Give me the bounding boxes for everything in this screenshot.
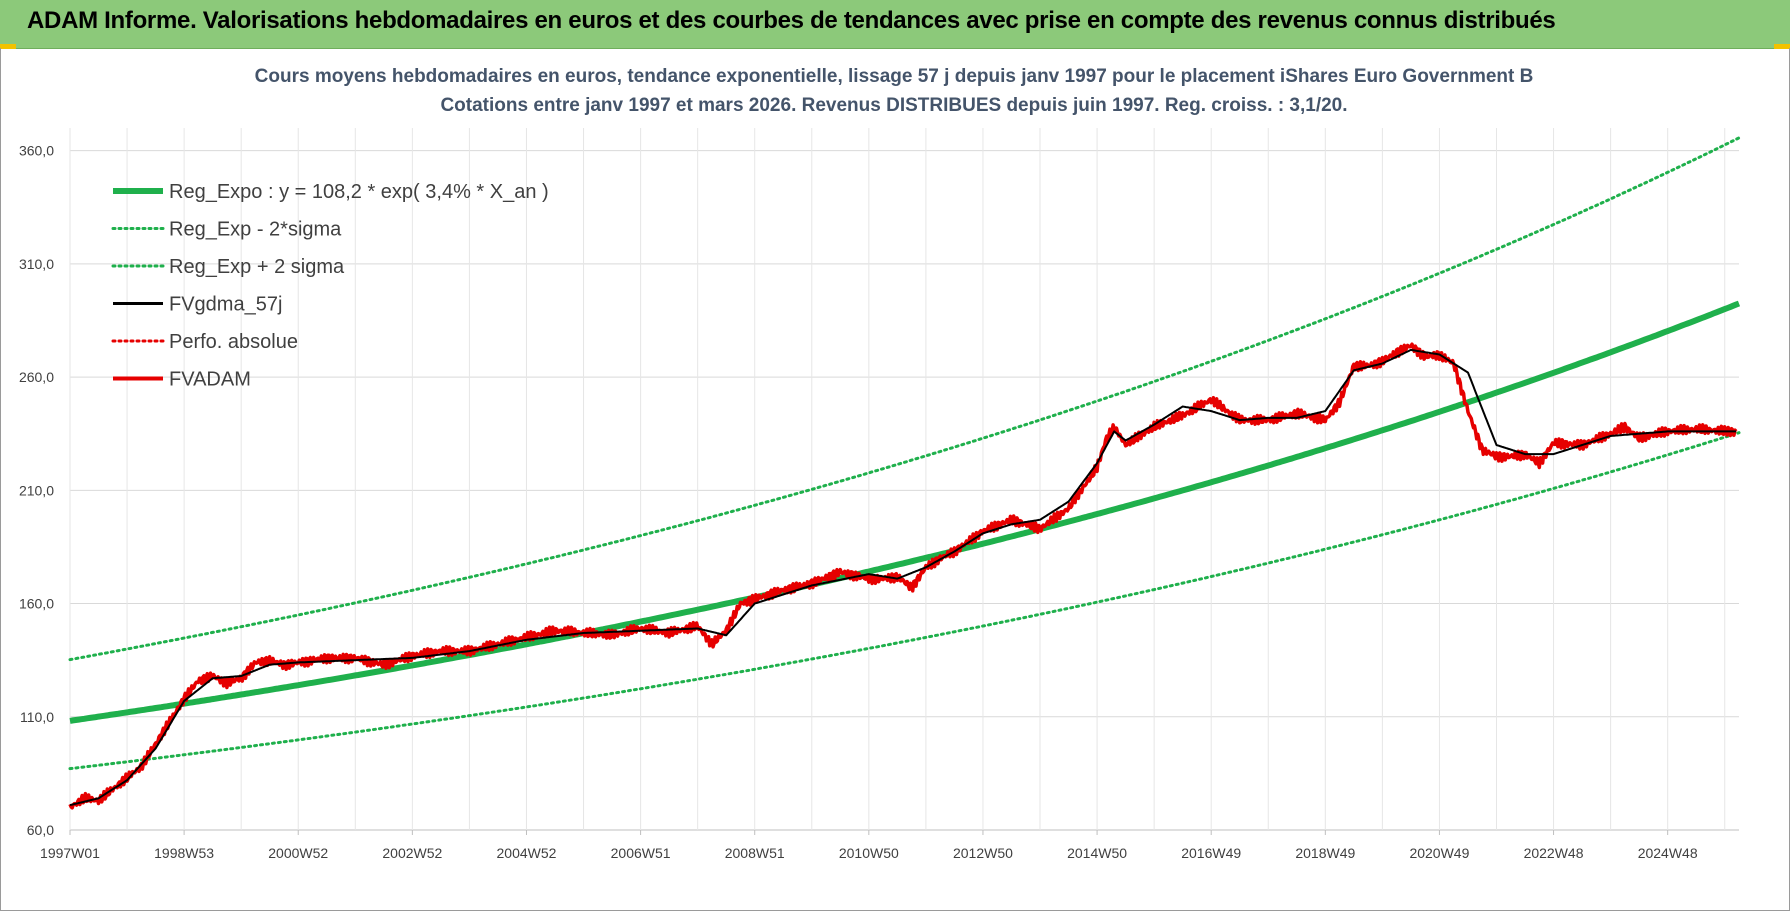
corner-marker-right	[1774, 44, 1790, 49]
y-tick-label: 260,0	[19, 369, 54, 385]
legend: Reg_Expo : y = 108,2 * exp( 3,4% * X_an …	[111, 181, 549, 391]
x-tick-label: 2000W52	[268, 845, 328, 861]
x-tick-label: 2020W49	[1409, 845, 1469, 861]
x-tick-label: 1998W53	[154, 845, 214, 861]
chart-text: Cours moyens hebdomadaires en euros, ten…	[255, 66, 1534, 116]
chart-title-line-2: Cotations entre janv 1997 et mars 2026. …	[440, 95, 1347, 116]
report-title: ADAM Informe. Valorisations hebdomadaire…	[27, 7, 1556, 34]
x-tick-label: 2004W52	[497, 845, 557, 861]
legend-label: Reg_Expo : y = 108,2 * exp( 3,4% * X_an …	[169, 181, 549, 203]
corner-marker-left	[0, 44, 16, 49]
y-tick-label: 360,0	[19, 143, 54, 159]
y-tick-label: 60,0	[27, 822, 54, 838]
x-tick-label: 1997W01	[40, 845, 100, 861]
chart-canvas: Cours moyens hebdomadaires en euros, ten…	[19, 66, 1741, 861]
report-banner: ADAM Informe. Valorisations hebdomadaire…	[0, 0, 1790, 49]
y-tick-label: 110,0	[20, 709, 54, 725]
series-fvadam	[68, 342, 1738, 810]
x-tick-label: 2016W49	[1181, 845, 1241, 861]
x-tick-label: 2006W51	[611, 845, 671, 861]
x-tick-label: 2014W50	[1067, 845, 1127, 861]
x-tick-label: 2024W48	[1638, 845, 1698, 861]
series-reg-exp-plus-2-sigma	[68, 136, 1741, 662]
series-fvgdma-57j	[69, 348, 1737, 807]
legend-label: Reg_Exp + 2 sigma	[169, 256, 345, 278]
legend-label: FVgdma_57j	[169, 294, 282, 316]
series-reg-exp-minus-2-sigma	[68, 431, 1741, 771]
legend-label: FVADAM	[169, 369, 251, 391]
series-reg-expo	[69, 300, 1741, 724]
grid-layer	[69, 128, 1739, 831]
y-tick-label: 160,0	[19, 596, 54, 612]
x-tick-label: 2022W48	[1524, 845, 1584, 861]
x-tick-label: 2010W50	[839, 845, 899, 861]
chart-title-line-1: Cours moyens hebdomadaires en euros, ten…	[255, 66, 1534, 87]
x-tick-label: 2002W52	[382, 845, 442, 861]
y-tick-label: 310,0	[19, 256, 54, 272]
x-tick-label: 2018W49	[1295, 845, 1355, 861]
axis-ticks: 60,0 110,0 160,0 210,0 260,0 310,0 360,0 1997W0…	[19, 143, 1698, 861]
chart-frame: Cours moyens hebdomadaires en euros, ten…	[0, 48, 1790, 911]
x-tick-label: 2012W50	[953, 845, 1013, 861]
legend-label: Perfo. absolue	[169, 331, 298, 353]
y-tick-label: 210,0	[19, 482, 54, 498]
legend-label: Reg_Exp - 2*sigma	[169, 219, 342, 241]
series-layer	[68, 136, 1741, 810]
x-tick-label: 2008W51	[725, 845, 785, 861]
